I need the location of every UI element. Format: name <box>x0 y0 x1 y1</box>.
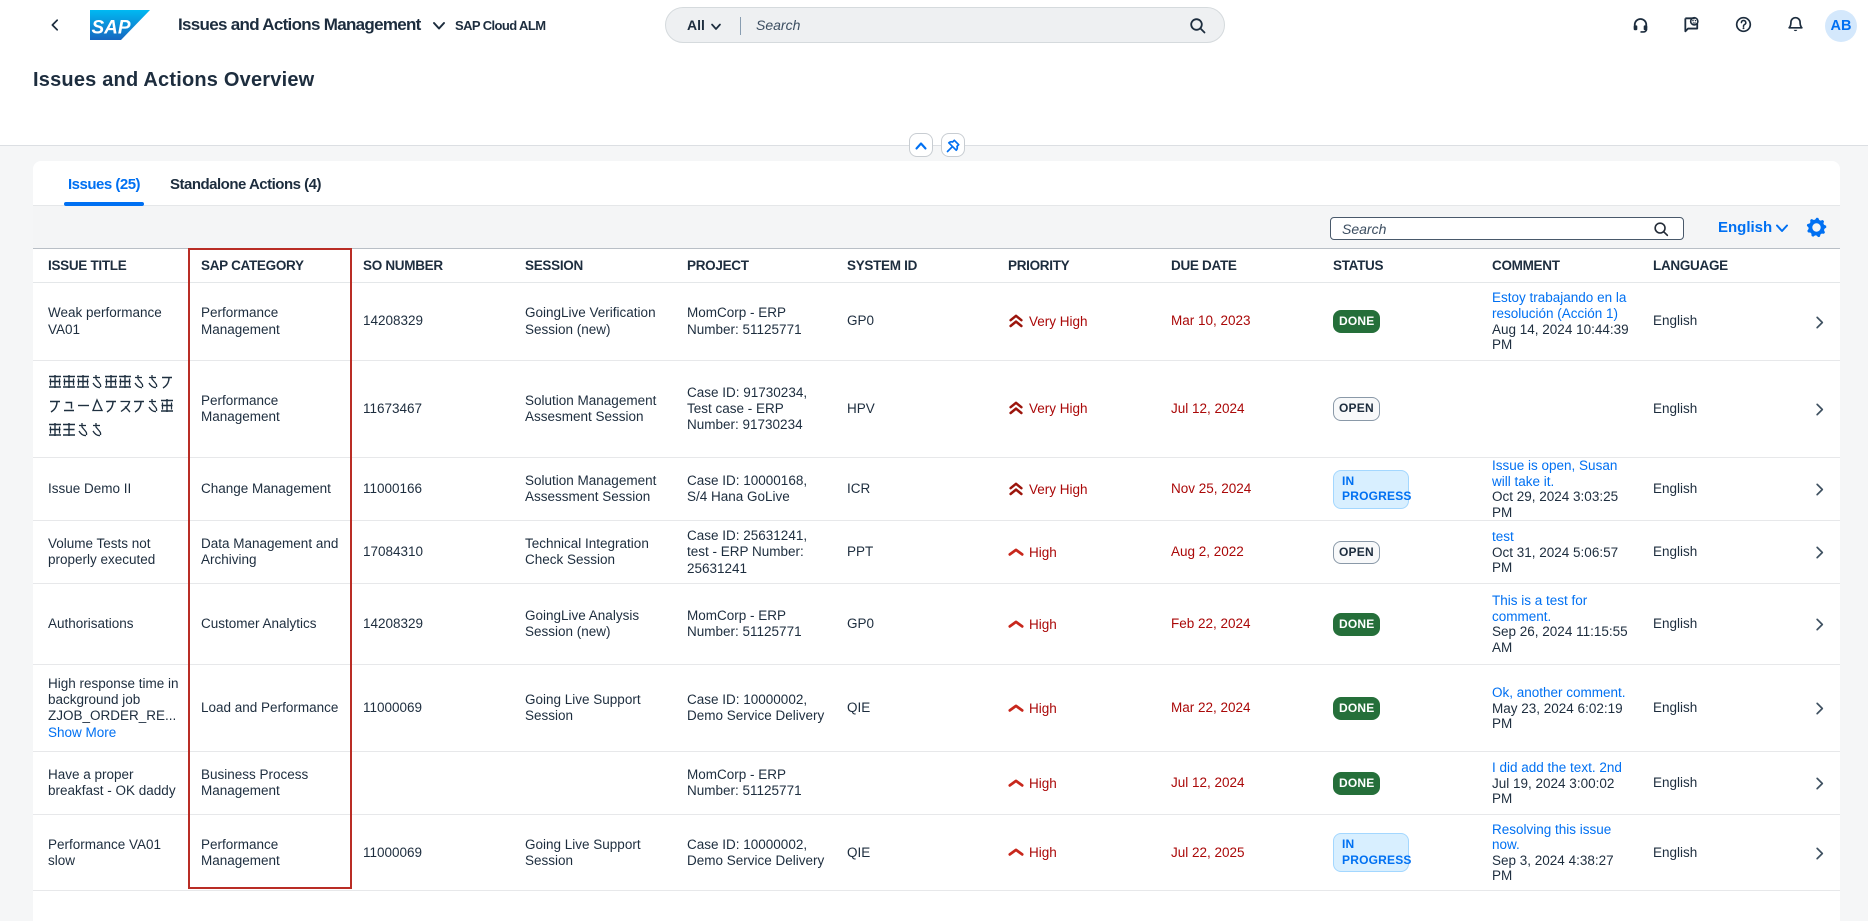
svg-text:SAP: SAP <box>92 18 131 39</box>
